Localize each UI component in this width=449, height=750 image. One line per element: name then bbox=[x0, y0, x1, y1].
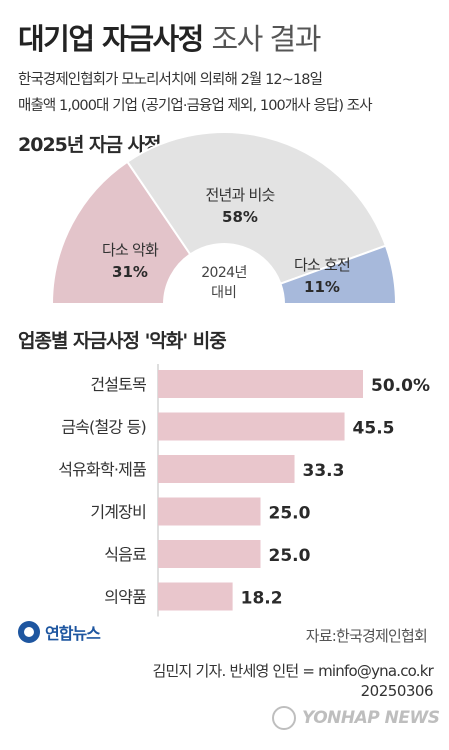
bar-value-label: 25.0 bbox=[269, 504, 311, 524]
source-note: 자료:한국경제인협회 bbox=[305, 627, 428, 645]
bar-category-label: 기계장비 bbox=[90, 503, 146, 522]
title-light: 조사 결과 bbox=[211, 22, 321, 56]
bar bbox=[158, 540, 261, 568]
bar-value-label: 45.5 bbox=[353, 419, 395, 439]
slice-label: 다소 악화 bbox=[102, 241, 159, 259]
bar-category-label: 금속(철강 등) bbox=[61, 418, 146, 437]
donut-center-line-2: 대비 bbox=[211, 285, 237, 301]
slice-label: 다소 호전 bbox=[294, 256, 350, 274]
bar-category-label: 건설토목 bbox=[90, 375, 146, 394]
bar-section-title: 업종별 자금사정 '악화' 비중 bbox=[18, 330, 227, 352]
bar bbox=[158, 582, 233, 611]
bar-category-label: 의약품 bbox=[104, 588, 146, 607]
donut-slice bbox=[125, 131, 388, 285]
watermark-text: YONHAP NEWS bbox=[302, 708, 440, 728]
slice-value: 58% bbox=[222, 208, 258, 226]
bar-value-label: 18.2 bbox=[241, 589, 283, 609]
bar bbox=[158, 497, 261, 526]
watermark-icon bbox=[272, 706, 296, 730]
donut-section-title: 2025년 자금 사정 bbox=[18, 134, 162, 156]
bar-value-label: 50.0% bbox=[371, 376, 430, 396]
bar bbox=[158, 370, 363, 398]
donut-slice bbox=[279, 244, 398, 305]
donut-center-line-1: 2024년 bbox=[201, 265, 247, 281]
logo-text: 연합뉴스 bbox=[45, 624, 101, 643]
slice-value: 11% bbox=[304, 278, 340, 296]
subtitle-line-1: 한국경제인협회가 모노리서치에 의뢰해 2월 12~18일 bbox=[18, 72, 323, 88]
yonhap-logo: 연합뉴스 bbox=[18, 620, 101, 644]
bar bbox=[158, 412, 345, 441]
donut-slice bbox=[50, 160, 192, 305]
yonhap-logo-icon bbox=[18, 621, 40, 643]
credit-line: 김민지 기자. 반세영 인턴 = minfo@yna.co.kr bbox=[152, 662, 434, 680]
subtitle-line-2: 매출액 1,000대 기업 (공기업·금융업 제외, 100개사 응답) 조사 bbox=[18, 98, 373, 114]
watermark: YONHAP NEWS bbox=[272, 706, 440, 730]
slice-value: 31% bbox=[112, 263, 148, 281]
title-bold: 대기업 자금사정 bbox=[18, 22, 204, 56]
date-stamp: 20250306 bbox=[360, 682, 434, 700]
bar-value-label: 33.3 bbox=[303, 461, 345, 481]
bar bbox=[158, 455, 295, 483]
bar-value-label: 25.0 bbox=[269, 546, 311, 566]
bar-category-label: 석유화학·제품 bbox=[58, 460, 146, 479]
slice-label: 전년과 비슷 bbox=[206, 186, 275, 204]
bar-category-label: 식음료 bbox=[104, 545, 146, 564]
page-title: 대기업 자금사정 조사 결과 bbox=[18, 16, 321, 58]
